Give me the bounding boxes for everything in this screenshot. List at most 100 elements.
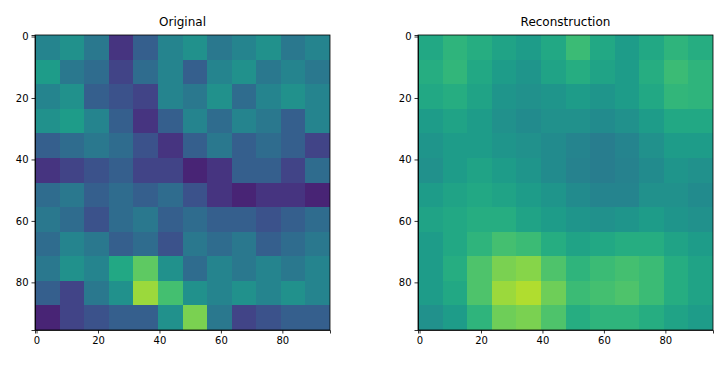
heatmap-cell [109,84,134,109]
heatmap-cell [133,256,158,281]
heatmap-cell [133,109,158,134]
heatmap-cell [639,158,664,183]
y-tick-label: 0 [22,31,28,42]
heatmap-cell [541,109,566,134]
x-tick-mark [420,330,421,334]
heatmap-cell [158,60,183,85]
heatmap-cell [492,109,517,134]
heatmap-cell [84,109,109,134]
heatmap-cell [305,281,330,306]
heatmap-cell [305,183,330,208]
heatmap-cell [467,60,492,85]
heatmap-cell [35,305,60,330]
heatmap-cell [60,256,85,281]
heatmap-cell [158,305,183,330]
x-axis-line [36,331,331,334]
heatmap-cell [256,109,281,134]
heatmap-cell [688,183,713,208]
x-tick-mark [665,330,666,334]
heatmap-cell [418,232,443,257]
heatmap-cell [183,232,208,257]
x-tick: 80 [660,330,673,346]
heatmap-cell [688,256,713,281]
heatmap-cell [688,133,713,158]
heatmap-cell [305,158,330,183]
heatmap-cell [281,84,306,109]
y-tick-mark [415,37,419,38]
heatmap-cell [109,60,134,85]
heatmap-cell [615,60,640,85]
heatmap-cell [84,281,109,306]
heatmap-cell [84,60,109,85]
plot-frame [35,35,330,330]
heatmap-cell [305,84,330,109]
y-tick-label: 40 [399,154,412,165]
heatmap-cell [664,281,689,306]
heatmap-cell [688,305,713,330]
heatmap-cell [541,232,566,257]
heatmap-cell [467,183,492,208]
heatmap-cell [158,84,183,109]
y-tick: 80 [399,277,418,288]
heatmap-cell [467,109,492,134]
heatmap-cell [566,281,591,306]
heatmap-cell [664,158,689,183]
heatmap-cell [418,183,443,208]
heatmap-cell [232,305,257,330]
heatmap-cell [133,183,158,208]
heatmap-cell [60,207,85,232]
heatmap-cell [183,35,208,60]
heatmap-cell [35,232,60,257]
y-axis-line [415,36,419,331]
heatmap-cell [516,35,541,60]
heatmap-cell [256,35,281,60]
heatmap-cell [615,232,640,257]
heatmap-cell [615,158,640,183]
heatmap-cell [615,305,640,330]
x-tick: 60 [215,330,228,346]
heatmap-cell [443,183,468,208]
heatmap-cell [664,256,689,281]
heatmap-cell [541,84,566,109]
heatmap-cell [232,133,257,158]
y-tick-label: 80 [399,277,412,288]
heatmap-cell [158,35,183,60]
heatmap-cell [256,84,281,109]
x-tick-mark [282,330,283,334]
heatmap-cell [688,232,713,257]
heatmap-cell [256,256,281,281]
heatmap-cell [418,256,443,281]
y-tick: 40 [399,154,418,165]
x-tick-label: 60 [215,335,228,346]
y-tick-mark [415,159,419,160]
heatmap-cell [305,305,330,330]
x-tick-mark [604,330,605,334]
chart-title: Original [159,15,206,29]
heatmap-cell [516,60,541,85]
heatmap-cell [443,305,468,330]
heatmap-cell [109,207,134,232]
heatmap-cell [639,133,664,158]
heatmap-cell [109,305,134,330]
heatmap-cell [541,256,566,281]
heatmap-cell [590,232,615,257]
x-axis: 020406080 [34,330,331,346]
y-tick: 20 [16,93,35,104]
heatmap-cell [158,183,183,208]
heatmap-cell [516,281,541,306]
y-tick: 0 [405,31,418,42]
heatmap-cell [492,207,517,232]
heatmap-cell [418,60,443,85]
heatmap-cell [639,281,664,306]
heatmap-cells [418,35,713,330]
heatmap-cell [84,84,109,109]
heatmap-cell [158,158,183,183]
heatmap-cell [207,281,232,306]
heatmap-cell [60,158,85,183]
y-tick-mark [32,37,36,38]
heatmap-cell [664,207,689,232]
heatmap-cell [467,281,492,306]
heatmap-cell [281,256,306,281]
heatmap-cell [492,158,517,183]
heatmap-cell [639,183,664,208]
